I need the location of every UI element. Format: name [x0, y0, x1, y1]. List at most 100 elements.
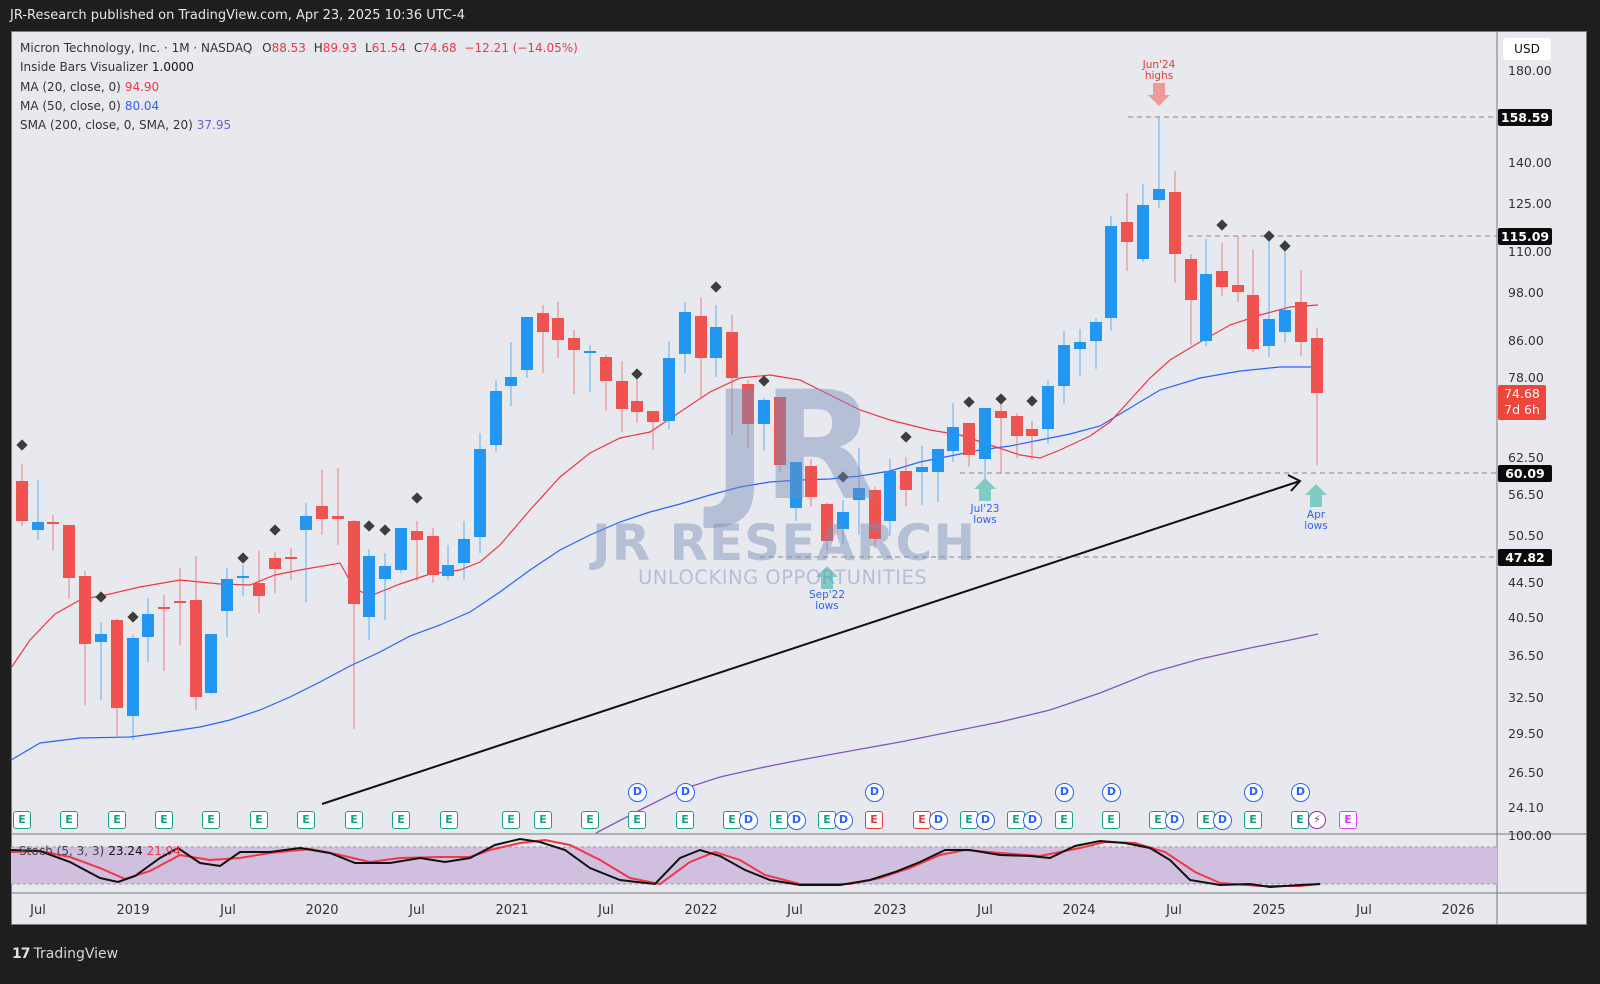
- time-tick-label: 2025: [1252, 903, 1286, 918]
- candle-body: [47, 522, 59, 524]
- dividend-icon[interactable]: D: [929, 811, 948, 830]
- dividend-icon[interactable]: D: [739, 811, 758, 830]
- earnings-icon[interactable]: E: [250, 811, 268, 829]
- candle-body: [490, 391, 502, 445]
- candle-body: [568, 338, 580, 350]
- stoch-d-line: [10, 838, 1321, 887]
- indicator-ma20[interactable]: MA (20, close, 0) 94.90: [20, 78, 578, 97]
- symbol-row[interactable]: Micron Technology, Inc. · 1M · NASDAQ O8…: [20, 39, 578, 58]
- annotation-label: Apr lows: [1304, 510, 1327, 532]
- candle-body: [205, 634, 217, 693]
- earnings-icon[interactable]: E: [202, 811, 220, 829]
- candle-body: [158, 607, 170, 609]
- level-price-tag: 47.82: [1498, 549, 1552, 566]
- last-price-tag: 74.68 7d 6h: [1498, 385, 1546, 420]
- earnings-icon[interactable]: E: [628, 811, 646, 829]
- dividend-icon[interactable]: D: [676, 783, 695, 802]
- earnings-icon[interactable]: E: [1102, 811, 1120, 829]
- close-value: 74.68: [422, 41, 457, 55]
- inside-bar-diamond-icon: [411, 492, 423, 504]
- candle-body: [679, 312, 691, 354]
- candle-body: [300, 516, 312, 530]
- inside-bar-diamond-icon: [16, 439, 28, 451]
- earnings-icon[interactable]: E: [1197, 811, 1215, 829]
- inside-bar-diamond-icon: [269, 524, 281, 536]
- candle-body: [285, 557, 297, 559]
- dividend-icon[interactable]: D: [628, 783, 647, 802]
- tv-brand: TradingView: [33, 946, 119, 962]
- earnings-icon[interactable]: E: [13, 811, 31, 829]
- earnings-icon[interactable]: E: [345, 811, 363, 829]
- stoch-legend[interactable]: Stoch (5, 3, 3) 23.24 21.94: [19, 844, 181, 858]
- earnings-icon[interactable]: E: [1244, 811, 1262, 829]
- currency-button[interactable]: USD: [1503, 38, 1551, 60]
- candle-body: [600, 357, 612, 381]
- candle-body: [695, 316, 707, 358]
- annotation-line1: Jun'24: [1142, 59, 1176, 71]
- dividend-icon[interactable]: D: [1102, 783, 1121, 802]
- inside-bar-diamond-icon: [631, 368, 643, 380]
- dividend-icon[interactable]: D: [1244, 783, 1263, 802]
- earnings-icon[interactable]: E: [440, 811, 458, 829]
- dividend-icon[interactable]: D: [834, 811, 853, 830]
- earnings-icon[interactable]: E: [581, 811, 599, 829]
- inside-bar-diamond-icon: [1279, 240, 1291, 252]
- dividend-icon[interactable]: D: [976, 811, 995, 830]
- price-tick-label: 36.50: [1508, 648, 1544, 663]
- indicator-ibv[interactable]: Inside Bars Visualizer 1.0000: [20, 58, 578, 77]
- earnings-icon[interactable]: E: [155, 811, 173, 829]
- candle-body: [474, 449, 486, 537]
- price-tick-label: 62.50: [1508, 450, 1544, 465]
- earnings-icon[interactable]: E: [108, 811, 126, 829]
- candle-body: [237, 576, 249, 578]
- dividend-icon[interactable]: D: [1213, 811, 1232, 830]
- earnings-icon[interactable]: E: [297, 811, 315, 829]
- split-event-icon[interactable]: ⚡: [1308, 811, 1326, 829]
- candle-body: [1042, 386, 1054, 429]
- earnings-icon[interactable]: E: [534, 811, 552, 829]
- stoch-k-value: 23.24: [108, 844, 143, 858]
- dividend-icon[interactable]: D: [1023, 811, 1042, 830]
- inside-bar-diamond-icon: [995, 393, 1007, 405]
- earnings-icon[interactable]: E: [865, 811, 883, 829]
- inside-bar-diamond-icon: [1263, 230, 1275, 242]
- candle-body: [1295, 302, 1307, 342]
- annotation-line1: Apr: [1306, 509, 1326, 521]
- watermark-logo: JR: [712, 360, 877, 534]
- earnings-icon[interactable]: E: [1055, 811, 1073, 829]
- candle-body: [663, 358, 675, 421]
- dividend-icon[interactable]: D: [1165, 811, 1184, 830]
- dividend-icon[interactable]: D: [1055, 783, 1074, 802]
- dividend-icon[interactable]: D: [865, 783, 884, 802]
- upcoming-earnings-icon[interactable]: E: [1339, 811, 1357, 829]
- indicator-sma200[interactable]: SMA (200, close, 0, SMA, 20) 37.95: [20, 116, 578, 135]
- ibv-label: Inside Bars Visualizer: [20, 60, 148, 75]
- candle-body: [379, 566, 391, 579]
- candle-body: [837, 512, 849, 529]
- candle-body: [1169, 192, 1181, 254]
- candle-body: [505, 377, 517, 386]
- earnings-icon[interactable]: E: [1291, 811, 1309, 829]
- dividend-icon[interactable]: D: [787, 811, 806, 830]
- tradingview-logo[interactable]: 𝟭𝟳 TradingView: [12, 946, 118, 962]
- stoch-k-line: [10, 837, 1321, 889]
- earnings-icon[interactable]: E: [676, 811, 694, 829]
- dividend-icon[interactable]: D: [1291, 783, 1310, 802]
- level-price-tag: 158.59: [1498, 109, 1552, 126]
- indicator-ma50[interactable]: MA (50, close, 0) 80.04: [20, 97, 578, 116]
- ma20-value: 94.90: [124, 79, 160, 94]
- earnings-icon[interactable]: E: [60, 811, 78, 829]
- candle-body: [932, 449, 944, 472]
- earnings-icon[interactable]: E: [502, 811, 520, 829]
- candle-body: [1216, 271, 1228, 287]
- annotation-line1: Sep'22: [808, 589, 846, 601]
- earnings-icon[interactable]: E: [770, 811, 788, 829]
- inside-bar-diamond-icon: [837, 471, 849, 483]
- candle-body: [947, 427, 959, 451]
- earnings-icon[interactable]: E: [392, 811, 410, 829]
- annotation-label: Jul'23 lows: [971, 504, 1000, 526]
- time-tick-label: Jul: [598, 903, 614, 918]
- candle-body: [979, 408, 991, 459]
- candle-body: [1121, 222, 1133, 242]
